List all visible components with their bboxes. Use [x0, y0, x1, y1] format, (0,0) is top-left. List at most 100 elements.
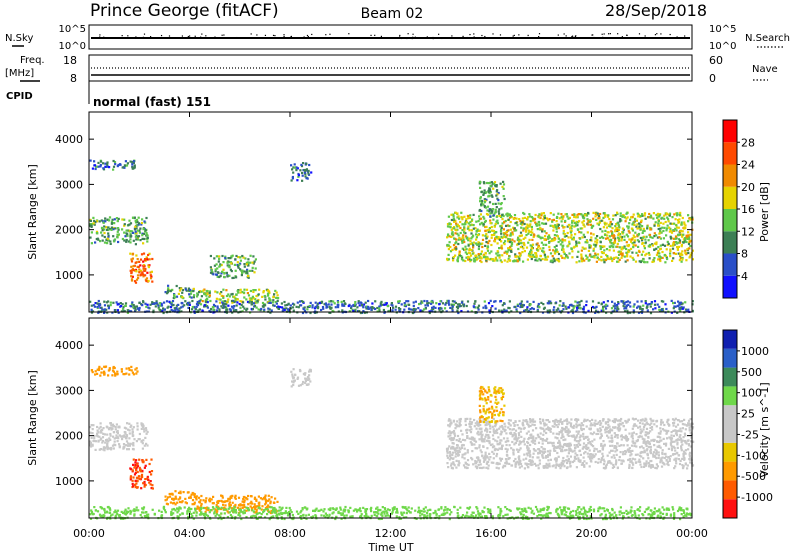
- heatmap-cell: [498, 238, 501, 241]
- heatmap-cell: [171, 492, 174, 495]
- heatmap-cell: [483, 255, 486, 258]
- heatmap-cell: [558, 439, 561, 442]
- heatmap-cell: [309, 370, 312, 373]
- heatmap-cell: [575, 261, 578, 264]
- heatmap-cell: [512, 460, 516, 463]
- heatmap-cell: [358, 310, 361, 313]
- heatmap-cell: [126, 162, 129, 165]
- heatmap-cell: [665, 248, 668, 251]
- heatmap-cell: [658, 255, 661, 258]
- heatmap-cell: [540, 212, 543, 215]
- heatmap-cell: [96, 305, 99, 309]
- heatmap-cell: [307, 169, 310, 172]
- heatmap-cell: [493, 181, 497, 184]
- noise-search-dot: [181, 35, 183, 37]
- heatmap-cell: [525, 432, 528, 435]
- heatmap-cell: [394, 308, 397, 311]
- heatmap-cell: [656, 236, 659, 239]
- heatmap-cell: [208, 290, 211, 293]
- heatmap-cell: [477, 430, 480, 433]
- heatmap-cell: [508, 307, 511, 310]
- heatmap-cell: [108, 447, 111, 450]
- heatmap-cell: [524, 462, 527, 465]
- heatmap-cell: [541, 451, 544, 454]
- heatmap-cell: [215, 273, 218, 276]
- heatmap-cell: [545, 232, 548, 235]
- heatmap-cell: [664, 220, 667, 224]
- heatmap-cell: [242, 256, 245, 259]
- heatmap-cell: [262, 291, 265, 294]
- noise-search-dot: [306, 34, 309, 37]
- heatmap-cell: [453, 300, 456, 303]
- heatmap-cell: [582, 219, 585, 223]
- heatmap-cell: [621, 254, 624, 257]
- heatmap-cell: [126, 309, 129, 312]
- heatmap-cell: [104, 365, 107, 369]
- heatmap-cell: [234, 503, 237, 506]
- heatmap-cell: [512, 451, 515, 454]
- heatmap-cell: [649, 305, 652, 308]
- heatmap-cell: [222, 295, 225, 298]
- heatmap-cell: [212, 308, 215, 311]
- heatmap-cell: [272, 501, 275, 504]
- heatmap-cell: [673, 458, 676, 461]
- heatmap-cell: [162, 311, 165, 315]
- heatmap-cell: [520, 435, 523, 438]
- heatmap-cell: [521, 245, 524, 248]
- heatmap-cell: [181, 296, 184, 299]
- heatmap-cell: [423, 299, 426, 303]
- noise-search-dot: [187, 35, 189, 38]
- heatmap-cell: [160, 302, 163, 305]
- heatmap-cell: [587, 219, 590, 222]
- heatmap-cell: [91, 310, 95, 313]
- heatmap-cell: [525, 228, 528, 231]
- heatmap-cell: [625, 251, 628, 254]
- heatmap-cell: [520, 305, 524, 308]
- heatmap-cell: [177, 491, 181, 494]
- heatmap-cell: [683, 439, 687, 443]
- heatmap-cell: [547, 219, 550, 222]
- heatmap-cell: [506, 224, 509, 227]
- heatmap-cell: [485, 212, 489, 216]
- heatmap-cell: [586, 256, 589, 259]
- heatmap-cell: [131, 230, 134, 233]
- heatmap-cell: [633, 239, 636, 242]
- heatmap-cell: [95, 220, 99, 223]
- heatmap-cell: [133, 466, 136, 469]
- heatmap-cell: [682, 233, 685, 236]
- heatmap-cell: [131, 479, 134, 482]
- heatmap-cell: [661, 226, 664, 229]
- heatmap-cell: [569, 227, 572, 230]
- heatmap-cell: [417, 307, 420, 310]
- heatmap-cell: [646, 309, 649, 312]
- heatmap-cell: [601, 230, 604, 233]
- heatmap-cell: [451, 453, 454, 457]
- heatmap-cell: [135, 463, 139, 466]
- heatmap-cell: [299, 369, 302, 372]
- heatmap-cell: [303, 373, 306, 376]
- heatmap-cell: [576, 424, 579, 427]
- heatmap-cell: [457, 234, 460, 237]
- heatmap-cell: [666, 461, 669, 464]
- heatmap-cell: [606, 237, 609, 240]
- heatmap-cell: [629, 247, 633, 250]
- heatmap-cell: [482, 224, 485, 227]
- heatmap-cell: [649, 228, 652, 231]
- heatmap-cell: [460, 258, 464, 261]
- heatmap-cell: [563, 235, 566, 238]
- heatmap-cell: [655, 457, 658, 460]
- heatmap-cell: [567, 431, 570, 434]
- heatmap-cell: [594, 311, 597, 314]
- heatmap-cell: [129, 235, 132, 238]
- heatmap-cell: [484, 451, 487, 454]
- heatmap-cell: [204, 501, 207, 504]
- heatmap-cell: [116, 440, 119, 443]
- heatmap-cell: [446, 451, 449, 454]
- heatmap-cell: [632, 258, 635, 261]
- noise-search-dot: [438, 33, 440, 35]
- heatmap-cell: [608, 440, 611, 443]
- heatmap-cell: [595, 305, 598, 308]
- heatmap-cell: [135, 232, 138, 235]
- heatmap-cell: [499, 259, 502, 262]
- heatmap-cell: [559, 300, 562, 303]
